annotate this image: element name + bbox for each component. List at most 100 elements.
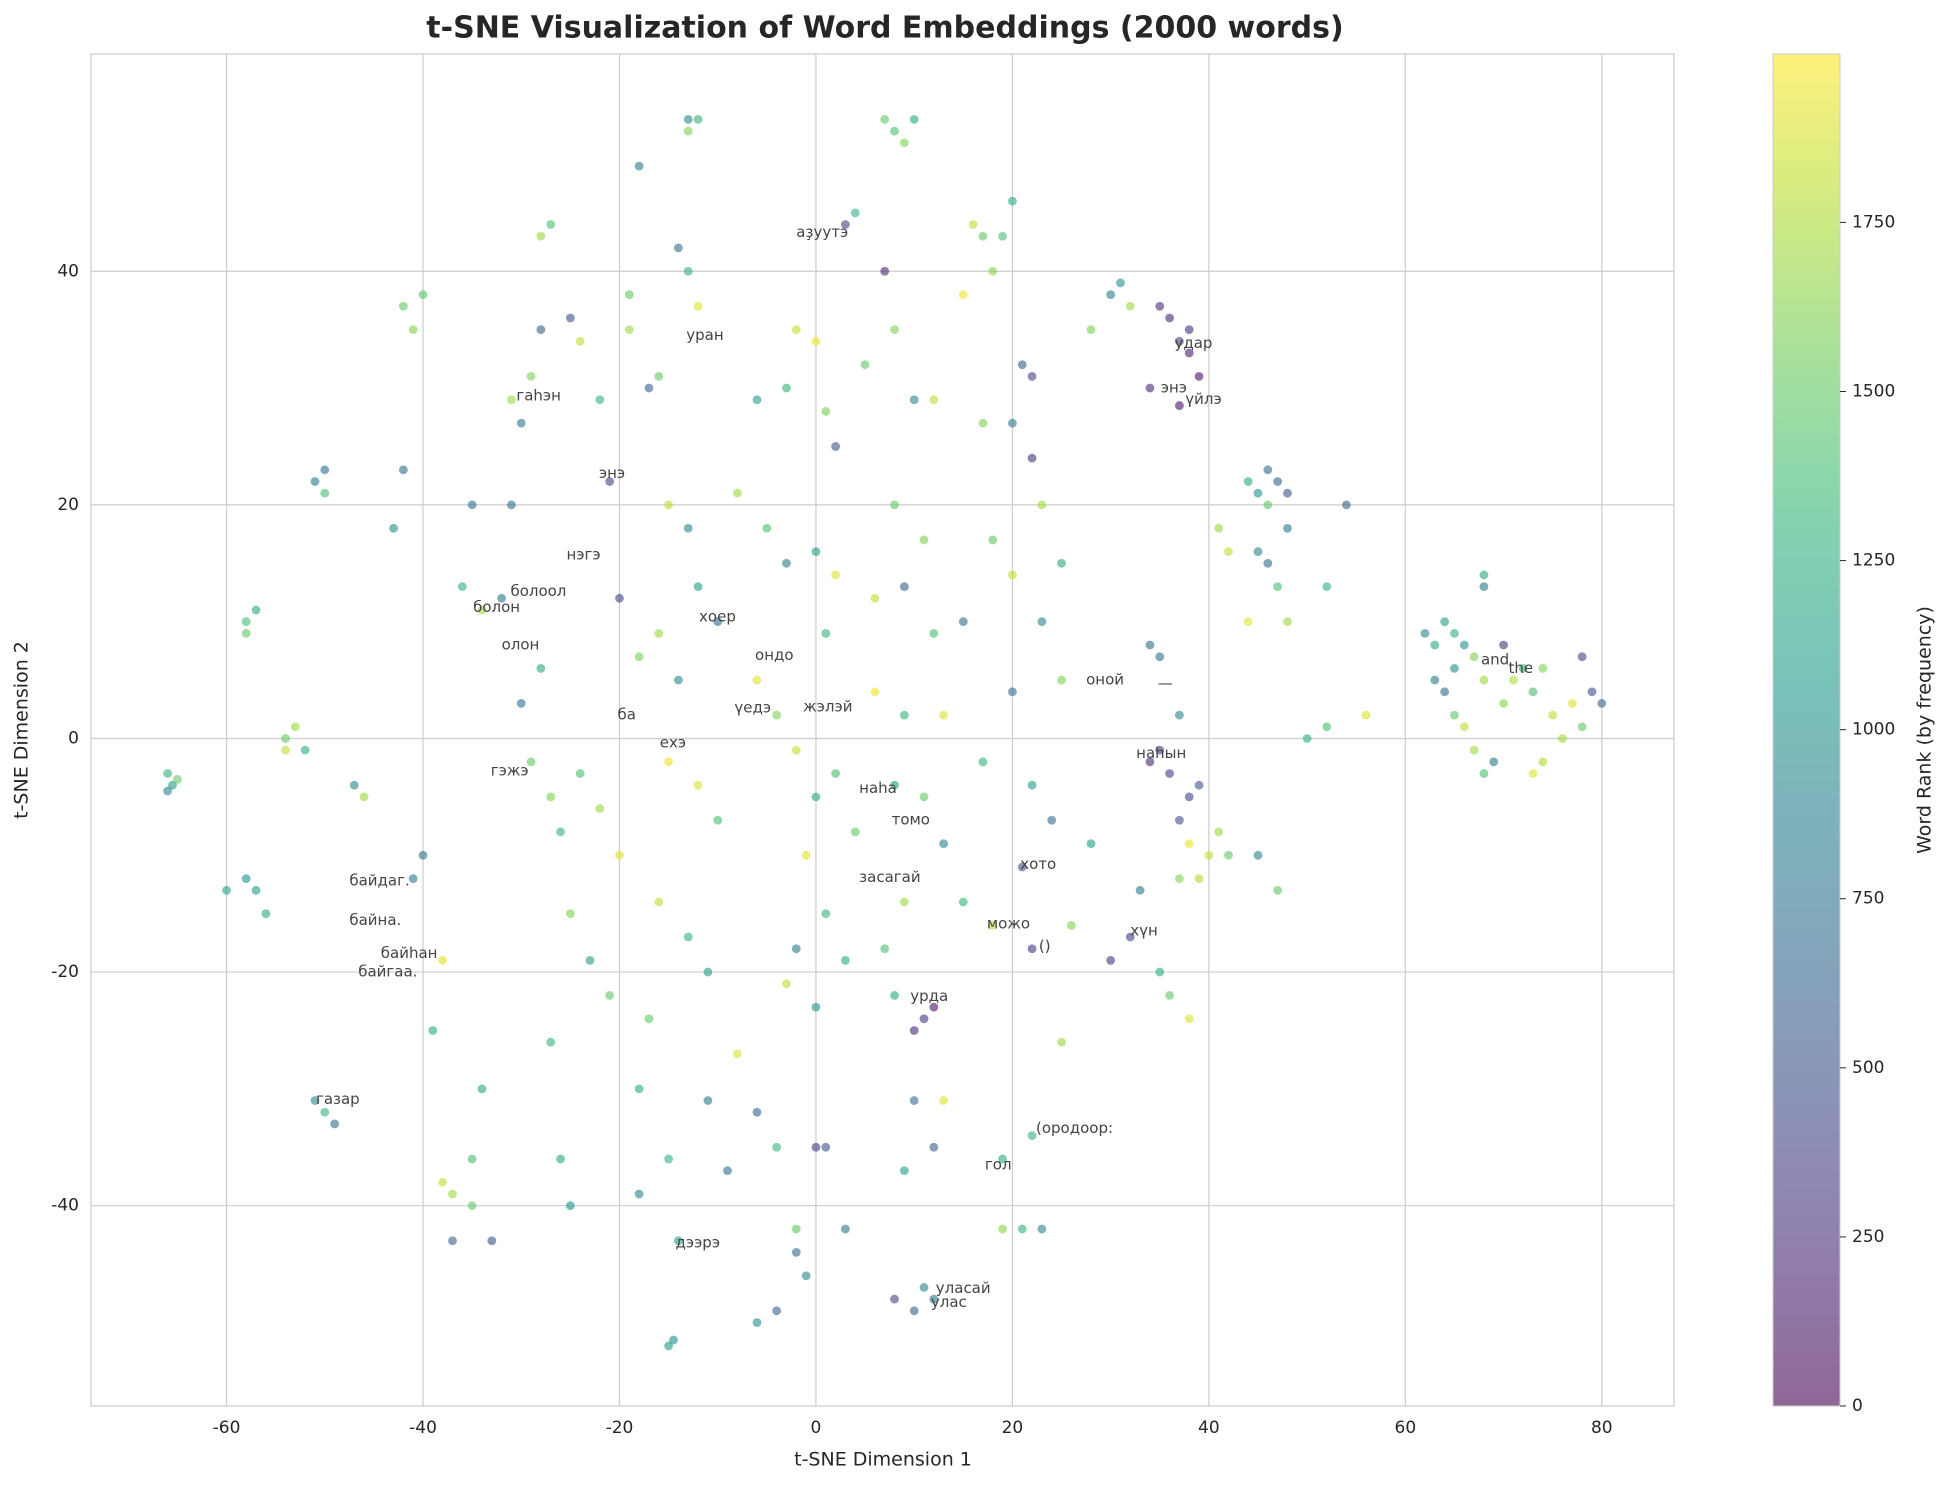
point bbox=[241, 628, 251, 638]
point bbox=[782, 383, 791, 393]
annotation: урда bbox=[910, 987, 948, 1005]
annotation: энэ bbox=[1161, 379, 1187, 397]
point bbox=[1027, 371, 1037, 381]
point bbox=[909, 395, 919, 405]
annotation: уласай bbox=[936, 1279, 991, 1297]
point bbox=[664, 1154, 674, 1164]
point bbox=[634, 161, 644, 171]
point bbox=[1479, 570, 1489, 580]
point bbox=[1184, 325, 1194, 335]
point bbox=[300, 745, 310, 755]
point bbox=[998, 1154, 1007, 1164]
point bbox=[870, 593, 880, 603]
point bbox=[782, 558, 791, 568]
point bbox=[634, 1189, 644, 1199]
y-tick-label: -40 bbox=[51, 1196, 79, 1216]
point bbox=[821, 628, 831, 638]
annotation: үедэ bbox=[734, 699, 771, 717]
point bbox=[654, 897, 664, 907]
point bbox=[1165, 769, 1174, 778]
point bbox=[772, 1306, 782, 1316]
point bbox=[841, 955, 850, 965]
point bbox=[899, 1166, 909, 1176]
point bbox=[467, 500, 477, 510]
annotation: оной bbox=[1086, 671, 1124, 689]
point bbox=[821, 909, 831, 919]
point bbox=[418, 850, 428, 860]
point bbox=[516, 699, 526, 708]
point bbox=[507, 395, 516, 405]
point bbox=[772, 710, 782, 720]
point bbox=[575, 769, 585, 778]
point bbox=[1459, 640, 1469, 650]
annotation: наhын bbox=[1136, 744, 1186, 762]
point bbox=[1528, 687, 1538, 697]
point bbox=[1184, 348, 1194, 358]
annotation: хоер bbox=[699, 607, 736, 625]
point bbox=[831, 769, 840, 778]
point bbox=[507, 500, 516, 510]
point bbox=[978, 231, 988, 241]
point bbox=[448, 1189, 457, 1199]
point bbox=[526, 757, 536, 767]
point bbox=[1469, 652, 1479, 662]
point bbox=[939, 710, 949, 720]
point bbox=[644, 383, 654, 393]
plot-area bbox=[90, 53, 1675, 1407]
point bbox=[752, 1318, 762, 1327]
point bbox=[772, 1142, 782, 1152]
point bbox=[801, 850, 811, 860]
point bbox=[791, 745, 801, 755]
point bbox=[958, 290, 968, 300]
colorbar-label: Word Rank (by frequency) bbox=[1914, 606, 1936, 854]
point bbox=[408, 325, 418, 335]
point bbox=[310, 1096, 320, 1105]
point bbox=[890, 126, 899, 136]
x-tick-label: -20 bbox=[606, 1418, 634, 1438]
point bbox=[693, 582, 703, 592]
point bbox=[1175, 874, 1184, 884]
point bbox=[1283, 617, 1292, 627]
annotation: наhа bbox=[859, 779, 897, 797]
point bbox=[1597, 699, 1607, 708]
annotation: байгаа. bbox=[358, 963, 417, 981]
point bbox=[359, 792, 369, 802]
point bbox=[1587, 687, 1597, 697]
y-tick-label: 0 bbox=[68, 728, 79, 748]
point bbox=[448, 1236, 457, 1246]
point bbox=[841, 1224, 850, 1234]
point bbox=[477, 1084, 487, 1094]
point bbox=[1548, 710, 1558, 720]
point bbox=[585, 955, 595, 965]
y-axis-label: t-SNE Dimension 2 bbox=[11, 641, 33, 819]
annotation: and bbox=[1481, 651, 1509, 669]
point bbox=[1057, 558, 1066, 568]
point bbox=[890, 991, 899, 1000]
point bbox=[683, 932, 693, 942]
point bbox=[988, 266, 998, 276]
point bbox=[791, 1224, 801, 1234]
point bbox=[988, 535, 998, 545]
point bbox=[732, 488, 742, 498]
annotation: болоол bbox=[510, 582, 566, 600]
colorbar-tick-label: 1000 bbox=[1852, 720, 1895, 740]
x-tick-label: 60 bbox=[1395, 1418, 1417, 1438]
point bbox=[1008, 687, 1017, 697]
point bbox=[988, 920, 998, 930]
point bbox=[654, 371, 664, 381]
annotation: болон bbox=[473, 598, 520, 616]
point bbox=[615, 850, 624, 860]
point bbox=[1008, 196, 1017, 206]
annotation: гаhэн bbox=[516, 387, 561, 405]
annotation: хото bbox=[1020, 855, 1056, 873]
point bbox=[1037, 500, 1047, 510]
x-tick-label: -40 bbox=[409, 1418, 437, 1438]
point bbox=[831, 570, 840, 580]
point bbox=[595, 395, 605, 405]
point bbox=[1017, 360, 1027, 370]
y-tick-label: -20 bbox=[51, 962, 79, 982]
point bbox=[703, 967, 713, 977]
point bbox=[899, 710, 909, 720]
point bbox=[1027, 944, 1037, 954]
point bbox=[565, 909, 575, 919]
